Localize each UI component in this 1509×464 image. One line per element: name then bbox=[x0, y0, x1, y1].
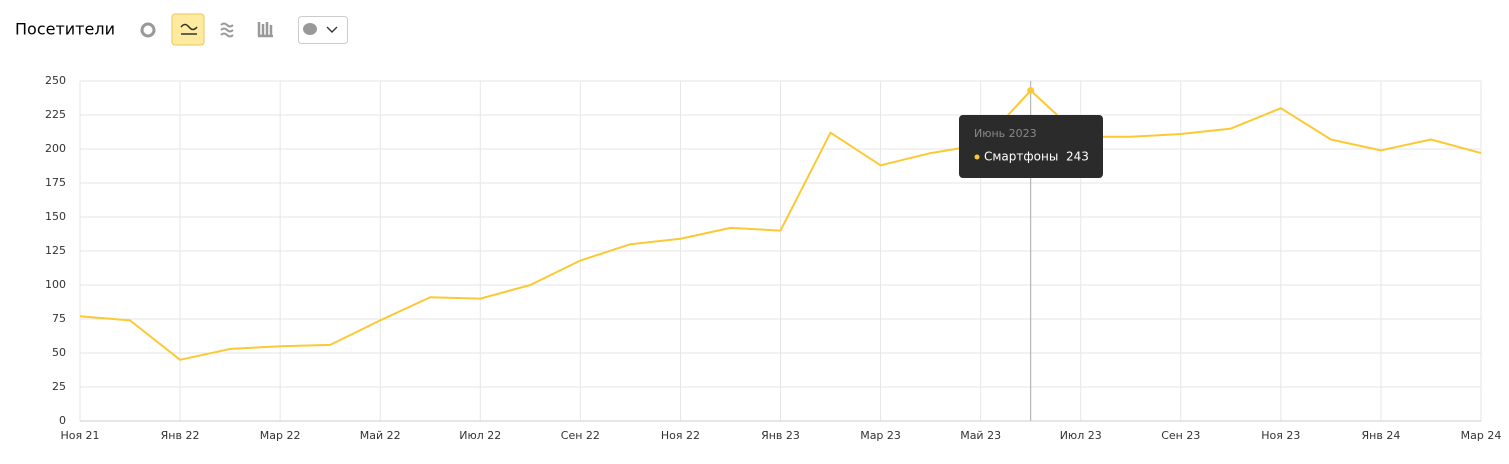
x-tick-label: Ноя 21 bbox=[60, 429, 99, 442]
y-tick-label: 225 bbox=[45, 108, 66, 121]
x-tick-label: Мар 24 bbox=[1461, 429, 1502, 442]
y-tick-label: 200 bbox=[45, 142, 66, 155]
x-tick-label: Янв 24 bbox=[1362, 429, 1401, 442]
tooltip-value: 243 bbox=[1066, 150, 1089, 164]
y-tick-label: 100 bbox=[45, 278, 66, 291]
x-tick-label: Ноя 22 bbox=[661, 429, 700, 442]
x-tick-label: Сен 23 bbox=[1161, 429, 1200, 442]
tooltip-title: Июнь 2023 bbox=[974, 127, 1037, 140]
x-tick-label: Июл 23 bbox=[1060, 429, 1102, 442]
x-tick-label: Июл 22 bbox=[459, 429, 501, 442]
line-button[interactable] bbox=[171, 13, 205, 46]
series-line bbox=[79, 89, 1482, 361]
chart-title: Посетители bbox=[15, 20, 115, 39]
pie-button[interactable] bbox=[140, 22, 156, 38]
y-tick-label: 75 bbox=[52, 312, 66, 325]
x-tick-label: Мар 22 bbox=[260, 429, 301, 442]
y-tick-label: 0 bbox=[59, 414, 66, 427]
y-tick-label: 250 bbox=[45, 74, 66, 87]
x-tick-label: Май 23 bbox=[960, 429, 1001, 442]
y-tick-label: 175 bbox=[45, 176, 66, 189]
y-tick-label: 150 bbox=[45, 210, 66, 223]
x-tick-label: Мар 23 bbox=[860, 429, 901, 442]
x-tick-label: Янв 22 bbox=[161, 429, 200, 442]
x-tick-label: Сен 22 bbox=[561, 429, 600, 442]
tooltip-dot bbox=[974, 154, 980, 160]
x-tick-label: Янв 23 bbox=[761, 429, 800, 442]
y-tick-label: 125 bbox=[45, 244, 66, 257]
x-tick-label: Май 22 bbox=[360, 429, 401, 442]
comments-dropdown[interactable] bbox=[298, 16, 348, 44]
tooltip-box bbox=[959, 115, 1103, 178]
hover-point bbox=[1027, 87, 1035, 95]
tooltip-series: Смартфоны bbox=[984, 150, 1058, 164]
bars-button[interactable] bbox=[257, 22, 273, 38]
y-tick-label: 25 bbox=[52, 380, 66, 393]
tooltip: Июнь 2023 Смартфоны 243 bbox=[959, 115, 1103, 178]
x-tick-label: Ноя 23 bbox=[1261, 429, 1300, 442]
area-button[interactable] bbox=[220, 22, 234, 38]
y-tick-label: 50 bbox=[52, 346, 66, 359]
